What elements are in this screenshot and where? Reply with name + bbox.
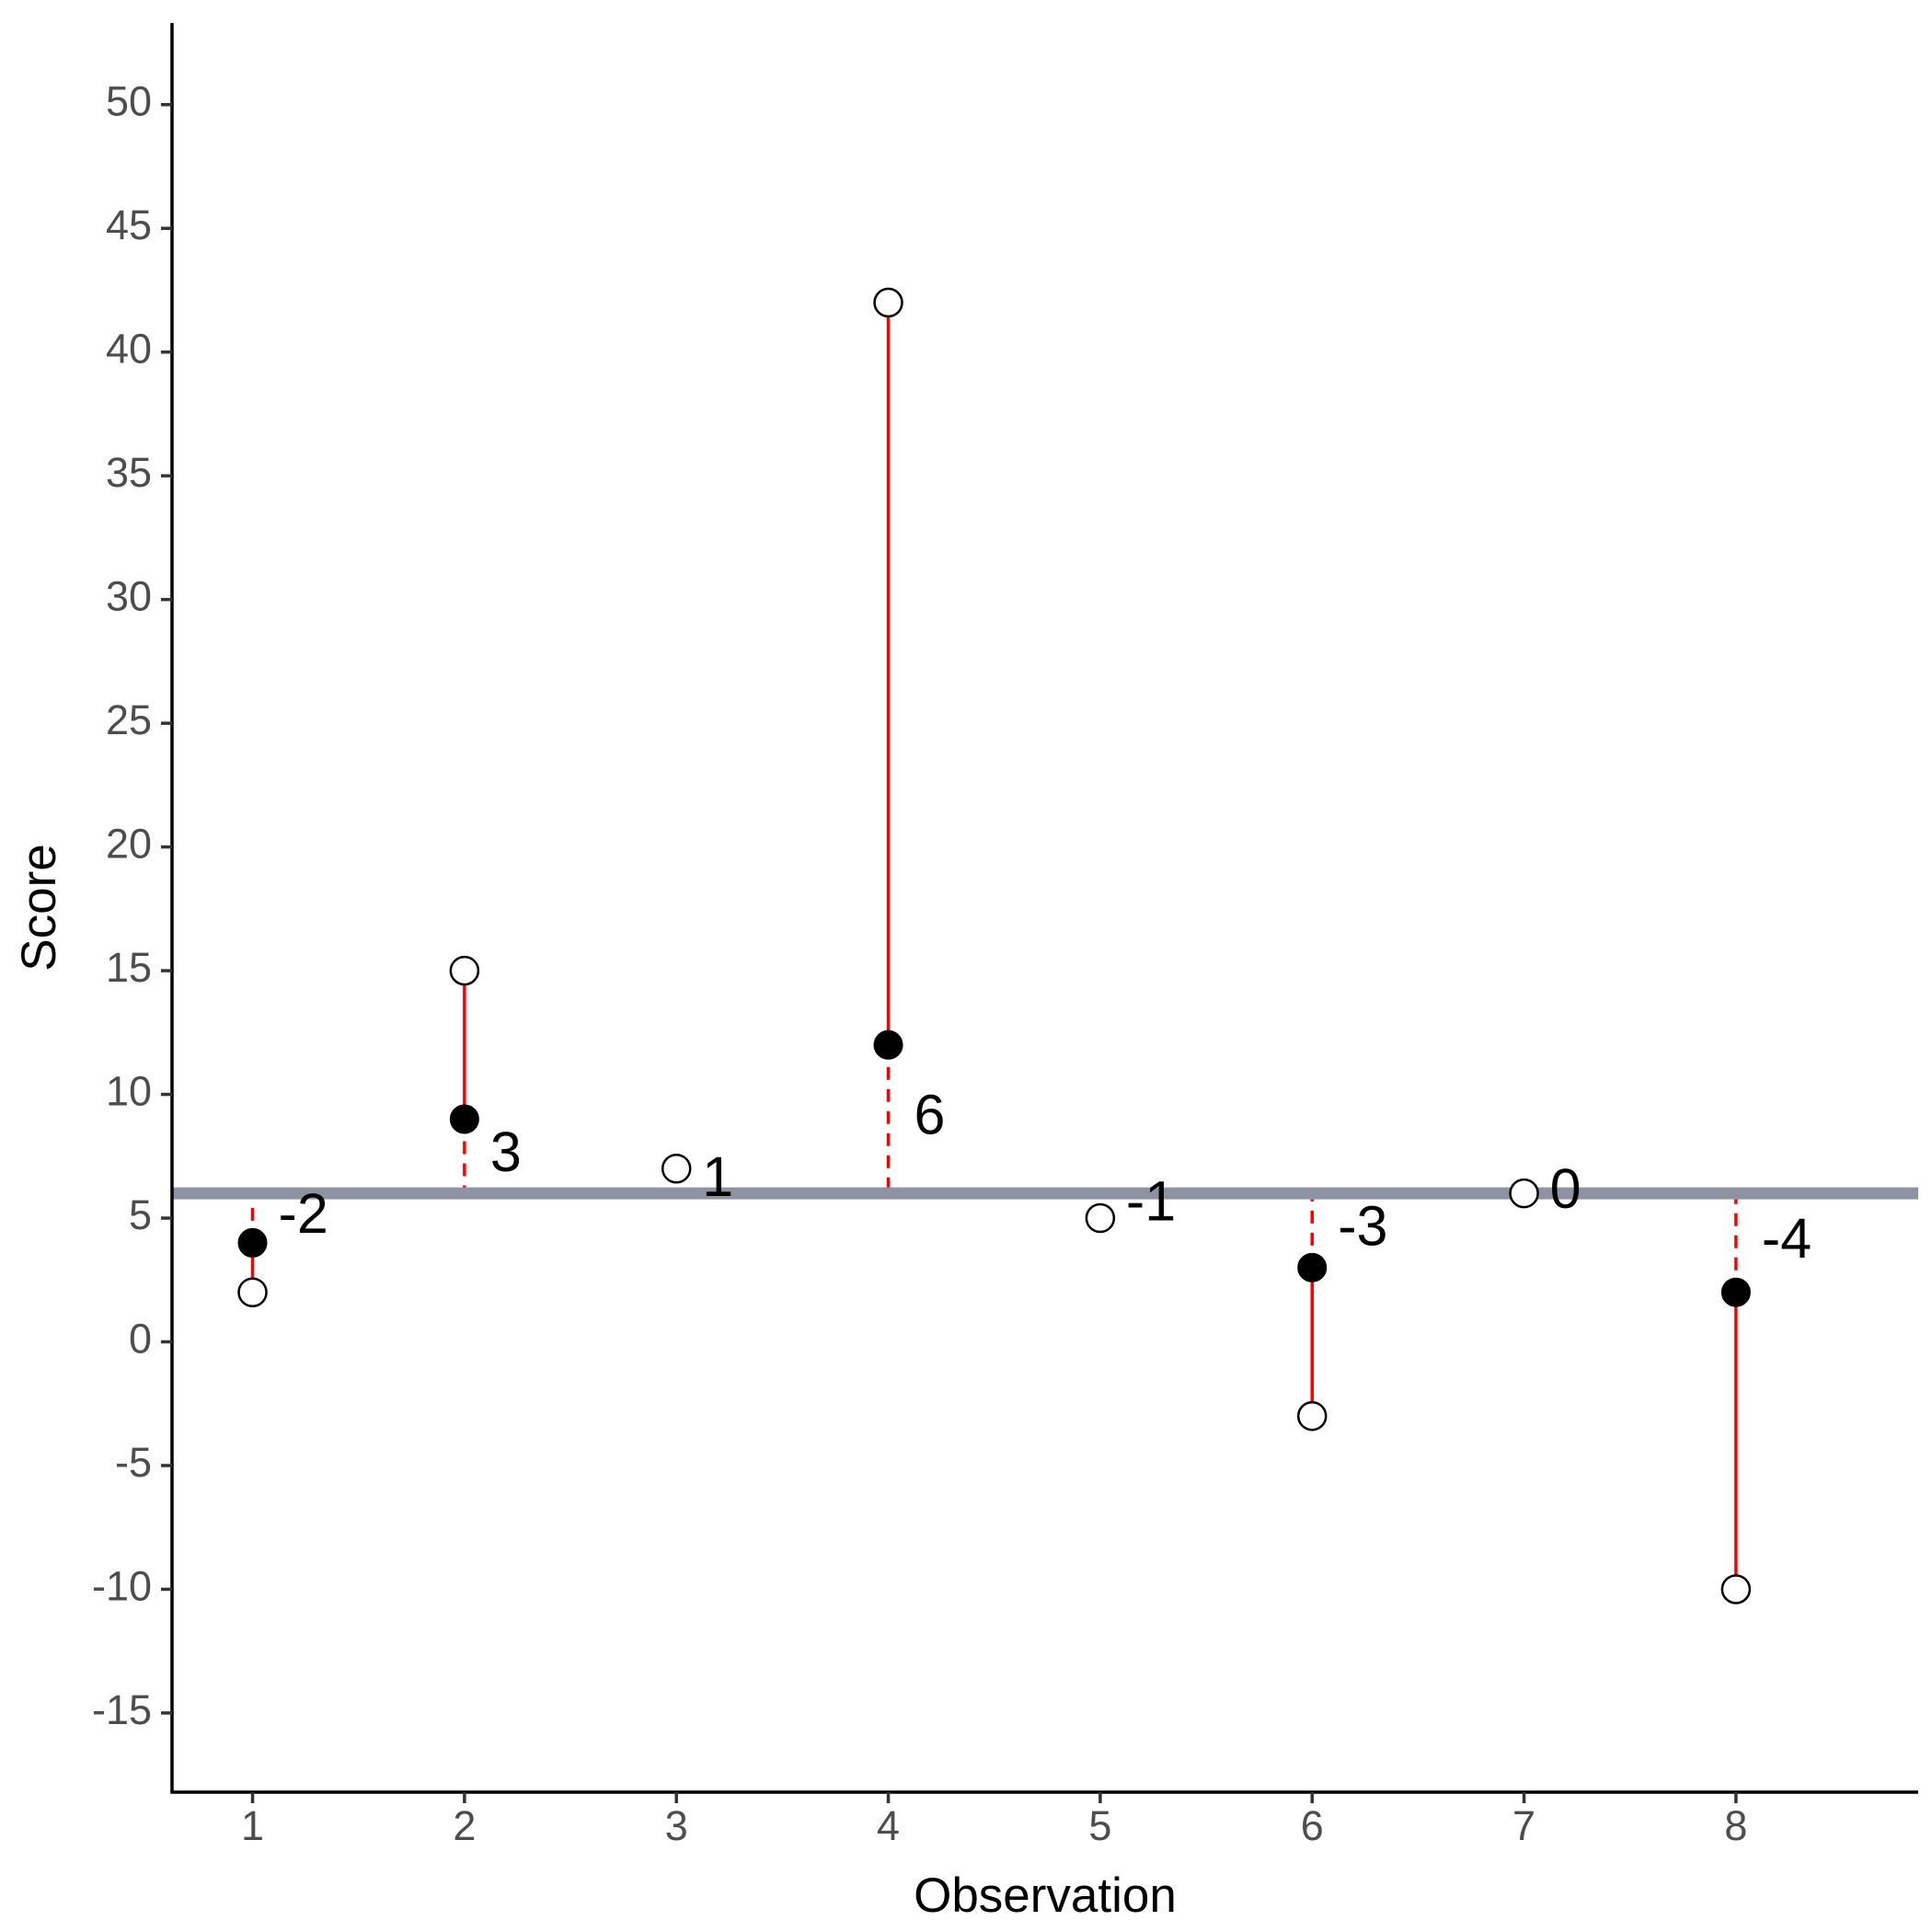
open-point-5 [1085, 1202, 1116, 1234]
data-label-5: -1 [1126, 1170, 1176, 1233]
y-tick-label: 30 [106, 573, 152, 620]
filled-point-6 [1297, 1252, 1328, 1282]
data-label-2: 3 [490, 1121, 522, 1183]
filled-point-8 [1720, 1277, 1751, 1307]
data-label-8: -4 [1762, 1207, 1811, 1270]
filled-point-2 [449, 1104, 479, 1134]
filled-point-1 [237, 1227, 268, 1258]
x-tick-label: 6 [1301, 1802, 1324, 1849]
y-tick-label: 45 [106, 201, 152, 248]
y-tick-label: 5 [129, 1191, 152, 1238]
data-label-7: 0 [1550, 1157, 1581, 1220]
open-point-2 [449, 955, 480, 986]
x-axis-title: Observation [914, 1869, 1177, 1923]
x-tick-label: 5 [1088, 1802, 1111, 1849]
open-point-3 [661, 1153, 692, 1184]
y-tick-label: 25 [106, 696, 152, 743]
y-tick-label: -10 [92, 1562, 152, 1609]
data-label-4: 6 [914, 1084, 946, 1146]
residual-segments [250, 302, 1738, 1590]
y-tick-label: 50 [106, 78, 152, 125]
x-tick-label: 2 [453, 1802, 476, 1849]
y-tick-label: 35 [106, 449, 152, 496]
data-label-6: -3 [1338, 1195, 1387, 1258]
open-point-7 [1509, 1178, 1539, 1209]
x-tick-label: 8 [1724, 1802, 1747, 1849]
x-tick-label: 7 [1512, 1802, 1535, 1849]
open-point-8 [1720, 1574, 1752, 1604]
open-point-1 [237, 1277, 268, 1307]
y-tick-label: -15 [92, 1686, 152, 1733]
x-tick-label: 4 [877, 1802, 900, 1849]
y-tick-label: 10 [106, 1067, 152, 1114]
open-point-6 [1296, 1400, 1328, 1432]
filled-point-4 [873, 1029, 903, 1060]
x-tick-label: 1 [241, 1802, 264, 1849]
y-tick-label: 0 [129, 1315, 152, 1362]
points [237, 287, 1752, 1604]
data-label-3: 1 [702, 1145, 733, 1208]
open-point-4 [873, 287, 903, 318]
y-tick-label: -5 [115, 1439, 152, 1486]
y-tick-label: 15 [106, 944, 152, 991]
x-tick-label: 3 [665, 1802, 688, 1849]
y-axis-title: Score [12, 844, 66, 971]
data-label-1: -2 [279, 1182, 328, 1245]
y-tick-label: 20 [106, 820, 152, 867]
data-labels: -2 3 1 6 -1 -3 0 -4 [279, 1084, 1812, 1270]
y-tick-label: 40 [106, 326, 152, 373]
